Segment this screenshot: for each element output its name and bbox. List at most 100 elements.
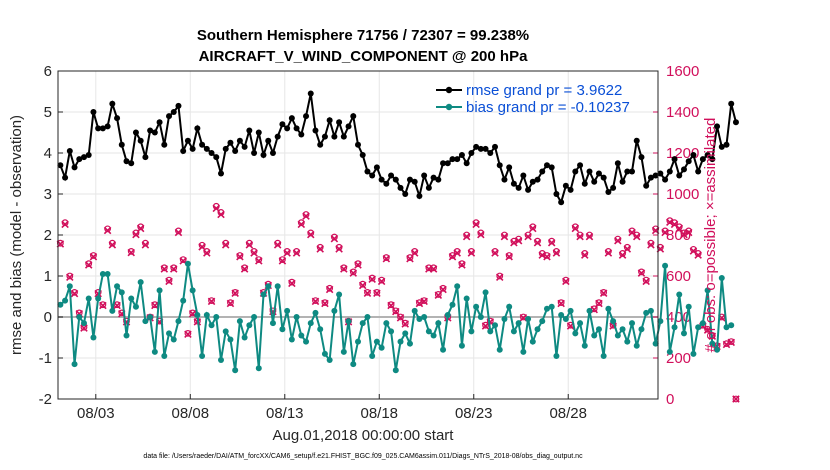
possible-count-marker: [297, 219, 305, 227]
assimilated-x-stroke: [382, 255, 391, 263]
assimilated-x-stroke: [66, 273, 74, 281]
bias-point: [425, 328, 432, 335]
assimilated-count-marker: [410, 249, 419, 257]
possible-count-marker: [543, 252, 551, 259]
assimilated-count-marker: [103, 226, 112, 235]
bias-point: [307, 320, 314, 327]
bias-point: [392, 367, 399, 374]
assimilated-x-stroke: [288, 279, 296, 288]
assimilated-x-stroke: [552, 249, 561, 257]
assimilated-count-marker: [581, 251, 589, 259]
bias-point: [137, 279, 144, 286]
assimilated-count-marker: [661, 228, 669, 237]
possible-count-marker: [160, 264, 168, 272]
bias-point: [251, 314, 258, 320]
assimilated-x-stroke: [458, 261, 466, 269]
bias-point: [364, 314, 371, 320]
rmse-point: [487, 150, 494, 156]
bias-point: [208, 322, 215, 329]
bias-point: [695, 324, 702, 331]
x-tick-label: 08/03: [77, 405, 115, 422]
bias-point: [114, 283, 121, 290]
rmse-point: [406, 176, 413, 183]
possible-count-marker: [685, 227, 693, 235]
assimilated-x-stroke: [533, 239, 542, 247]
possible-count-marker: [142, 239, 149, 247]
rmse-point: [279, 121, 286, 128]
rmse-point: [118, 141, 125, 148]
assimilated-count-marker: [387, 301, 395, 310]
assimilated-x-stroke: [491, 249, 499, 257]
bias-point: [293, 314, 300, 320]
possible-count-marker: [85, 260, 93, 268]
assimilated-x-stroke: [226, 299, 235, 308]
possible-count-marker: [529, 223, 537, 231]
rmse-point: [614, 160, 621, 167]
possible-count-marker: [557, 299, 565, 307]
assimilated-x-stroke: [547, 239, 556, 247]
bias-point: [85, 295, 92, 302]
y-tick-label-left: 1: [44, 268, 52, 285]
assimilated-x-stroke: [354, 261, 362, 269]
rmse-point: [255, 129, 262, 136]
possible-count-marker: [104, 225, 112, 233]
rmse-point: [586, 168, 593, 175]
assimilated-count-marker: [141, 241, 150, 249]
assimilated-x-stroke: [132, 230, 140, 239]
assimilated-count-marker: [174, 228, 183, 237]
assimilated-count-marker: [604, 249, 613, 257]
y-tick-label-right: 1600: [666, 63, 699, 80]
bias-point: [704, 287, 711, 294]
assimilated-x-stroke: [467, 249, 476, 257]
bias-point: [477, 314, 484, 320]
possible-count-marker: [392, 307, 400, 315]
assimilated-x-stroke: [666, 218, 674, 227]
possible-count-marker: [482, 321, 489, 329]
possible-count-marker: [623, 243, 631, 251]
assimilated-count-marker: [273, 241, 282, 249]
rmse-point: [194, 125, 201, 132]
assimilated-count-marker: [203, 249, 211, 257]
rmse-point: [666, 168, 673, 175]
possible-count-marker: [245, 239, 253, 247]
assimilated-count-marker: [198, 243, 206, 251]
assimilated-count-marker: [637, 269, 646, 277]
assimilated-x-stroke: [174, 228, 183, 237]
rmse-point: [685, 158, 692, 165]
rmse-point: [397, 184, 404, 191]
assimilated-x-stroke: [453, 249, 461, 257]
rmse-point: [80, 154, 87, 161]
x-tick-label: 08/13: [266, 405, 304, 422]
bias-point: [373, 338, 380, 345]
assimilated-count-marker: [302, 212, 310, 220]
bias-point: [217, 357, 224, 364]
bias-point: [558, 311, 565, 318]
assimilated-x-stroke: [169, 265, 178, 273]
assimilated-x-stroke: [684, 228, 693, 237]
possible-count-marker: [241, 264, 249, 272]
bias-point: [638, 326, 645, 333]
rmse-point: [336, 119, 343, 126]
possible-count-marker: [71, 289, 78, 296]
rmse-point: [350, 113, 357, 120]
assimilated-count-marker: [113, 301, 121, 310]
possible-count-marker: [307, 229, 315, 237]
rmse-point: [307, 90, 314, 97]
possible-count-marker: [283, 247, 291, 255]
bias-point: [671, 324, 678, 331]
assimilated-count-marker: [462, 232, 471, 241]
assimilated-x-stroke: [618, 251, 627, 259]
bias-point: [647, 307, 654, 314]
possible-count-marker: [340, 264, 348, 272]
assimilated-x-stroke: [647, 241, 655, 249]
rmse-point: [298, 131, 305, 138]
bias-point: [128, 295, 135, 302]
bias-point: [213, 314, 220, 320]
rmse-point: [581, 180, 588, 187]
rmse-point: [227, 139, 234, 146]
bias-point: [553, 352, 560, 359]
assimilated-x-stroke: [335, 245, 343, 253]
assimilated-count-marker: [439, 285, 447, 294]
possible-count-marker: [491, 247, 499, 255]
